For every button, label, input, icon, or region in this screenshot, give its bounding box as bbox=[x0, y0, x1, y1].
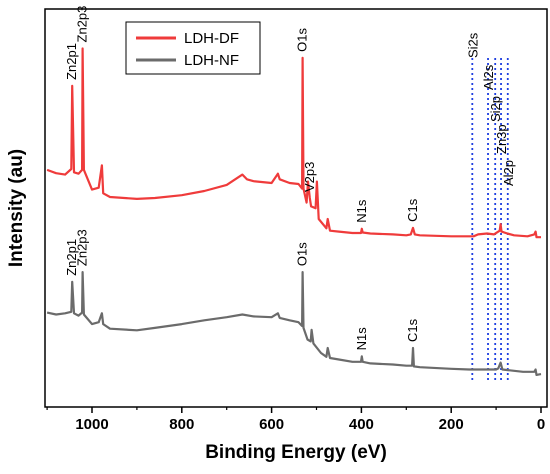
x-tick-label: 1000 bbox=[75, 416, 108, 433]
peak-label-al2s-ldh-df: Al2s bbox=[481, 64, 496, 90]
peak-label-zn2p1-ldh-nf: Zn2p1 bbox=[64, 239, 79, 276]
legend: LDH-DF LDH-NF bbox=[125, 21, 261, 75]
peak-label-o1s-ldh-df: O1s bbox=[295, 28, 310, 52]
peak-label-c1s-ldh-nf: C1s bbox=[405, 318, 420, 342]
x-axis-title: Binding Energy (eV) bbox=[205, 442, 387, 463]
peak-label-zn2p3-ldh-df: Zn2p3 bbox=[75, 6, 90, 43]
x-tick-label: 0 bbox=[537, 416, 545, 433]
peak-label-zn3p-ldh-df: Zn3p bbox=[494, 124, 509, 154]
x-tick-label: 600 bbox=[259, 416, 284, 433]
plot-area bbox=[44, 8, 548, 408]
x-tick-label: 800 bbox=[169, 416, 194, 433]
peak-label-al2p-ldh-df: Al2p bbox=[501, 160, 516, 186]
series-line-ldh-nf bbox=[46, 271, 542, 376]
peak-label-si2p-ldh-df: Si2p bbox=[488, 96, 503, 122]
peak-label-n1s-ldh-nf: N1s bbox=[354, 327, 369, 351]
x-axis: 1000 800 600 400 200 0 bbox=[46, 407, 545, 433]
peak-label-zn2p3-ldh-nf: Zn2p3 bbox=[75, 229, 90, 266]
series-layer bbox=[46, 47, 542, 376]
y-axis-title: Intensity (au) bbox=[6, 149, 27, 267]
legend-label-ldh-df: LDH-DF bbox=[184, 30, 239, 47]
peak-label-o1s-ldh-nf: O1s bbox=[295, 242, 310, 266]
x-tick-label: 200 bbox=[439, 416, 464, 433]
peak-label-si2s-ldh-df: Si2s bbox=[465, 32, 480, 58]
reference-lines bbox=[471, 58, 509, 383]
legend-box bbox=[125, 21, 261, 75]
legend-label-ldh-nf: LDH-NF bbox=[184, 52, 239, 69]
peak-label-v2p3-ldh-df: V2p3 bbox=[302, 162, 317, 192]
peak-label-c1s-ldh-df: C1s bbox=[405, 198, 420, 222]
x-tick-label: 400 bbox=[349, 416, 374, 433]
peak-label-n1s-ldh-df: N1s bbox=[354, 199, 369, 223]
series-line-ldh-df bbox=[46, 47, 541, 239]
peak-label-zn2p1-ldh-df: Zn2p1 bbox=[64, 43, 79, 80]
